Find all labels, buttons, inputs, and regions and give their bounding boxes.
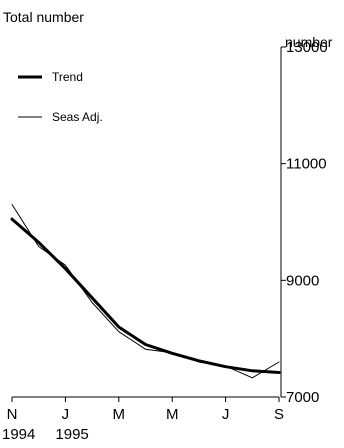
x-year-label: 1994 xyxy=(2,426,35,443)
y-axis: 7000 9000 11000 13000 xyxy=(280,39,328,406)
y-tick-label: 9000 xyxy=(286,272,319,289)
y-axis-label: number xyxy=(285,34,333,50)
y-tick-label: 11000 xyxy=(286,156,327,173)
chart-title: Total number xyxy=(3,9,84,25)
x-tick-label: M xyxy=(166,406,179,423)
x-tick-label: J xyxy=(222,406,230,423)
legend: Trend Seas Adj. xyxy=(18,70,103,124)
x-tick-label: N xyxy=(7,406,18,423)
plot-lines xyxy=(10,204,281,379)
x-axis: N 1994 J 1995 M M J S xyxy=(2,396,284,443)
x-tick-label: J xyxy=(62,406,70,423)
x-year-label: 1995 xyxy=(55,426,88,443)
series-line-seas-adj xyxy=(11,204,280,379)
y-tick-label: 13000 xyxy=(286,39,328,56)
legend-label-trend: Trend xyxy=(52,70,83,84)
series-line-trend xyxy=(10,217,281,374)
x-tick-label: S xyxy=(274,406,284,423)
y-tick-label: 7000 xyxy=(286,389,319,406)
legend-label-seas-adj: Seas Adj. xyxy=(52,110,103,124)
x-tick-label: M xyxy=(113,406,126,423)
